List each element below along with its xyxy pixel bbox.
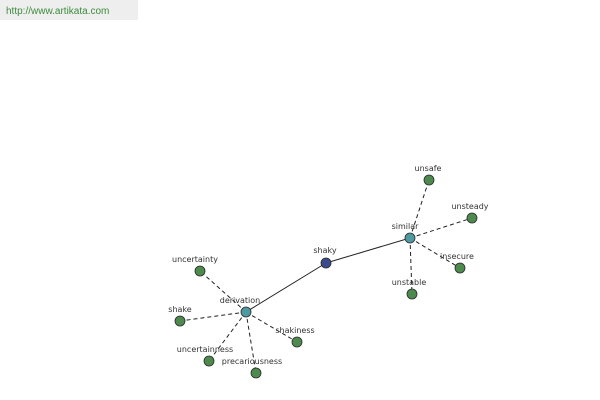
header-bar (0, 0, 138, 20)
edge (409, 237, 413, 295)
node-label[interactable]: unsafe (415, 164, 442, 173)
node-label[interactable]: uncertainty (172, 255, 218, 264)
edge (245, 262, 327, 313)
node[interactable] (404, 232, 416, 244)
edge (245, 311, 298, 343)
node[interactable] (291, 336, 303, 348)
node[interactable] (250, 367, 262, 379)
node[interactable] (174, 315, 186, 327)
edges (179, 179, 473, 374)
node[interactable] (423, 174, 435, 186)
node-label[interactable]: shaky (313, 246, 336, 255)
node[interactable] (466, 212, 478, 224)
edge (199, 270, 247, 313)
node-label[interactable]: precariousness (222, 357, 282, 366)
node-label[interactable]: unstable (392, 278, 427, 287)
node-label[interactable]: unsteady (451, 202, 488, 211)
edge (409, 237, 461, 269)
node-label[interactable]: uncertainness (177, 345, 233, 354)
node[interactable] (240, 306, 252, 318)
edge (325, 237, 411, 264)
node[interactable] (320, 257, 332, 269)
edge (409, 217, 473, 239)
nodes (174, 174, 478, 379)
edge (208, 311, 247, 362)
edge (409, 179, 430, 239)
node-label[interactable]: derivation (220, 296, 260, 305)
node[interactable] (406, 288, 418, 300)
node-label[interactable]: insecure (440, 252, 474, 261)
edge (245, 311, 257, 374)
node-label[interactable]: shake (168, 305, 191, 314)
node[interactable] (454, 262, 466, 274)
node-label[interactable]: shakiness (275, 326, 314, 335)
node[interactable] (203, 355, 215, 367)
node-label[interactable]: similar (392, 222, 420, 231)
site-url[interactable]: http://www.artikata.com (6, 6, 109, 17)
node[interactable] (194, 265, 206, 277)
labels: shaky similar derivation unsafe unsteady… (168, 164, 489, 366)
